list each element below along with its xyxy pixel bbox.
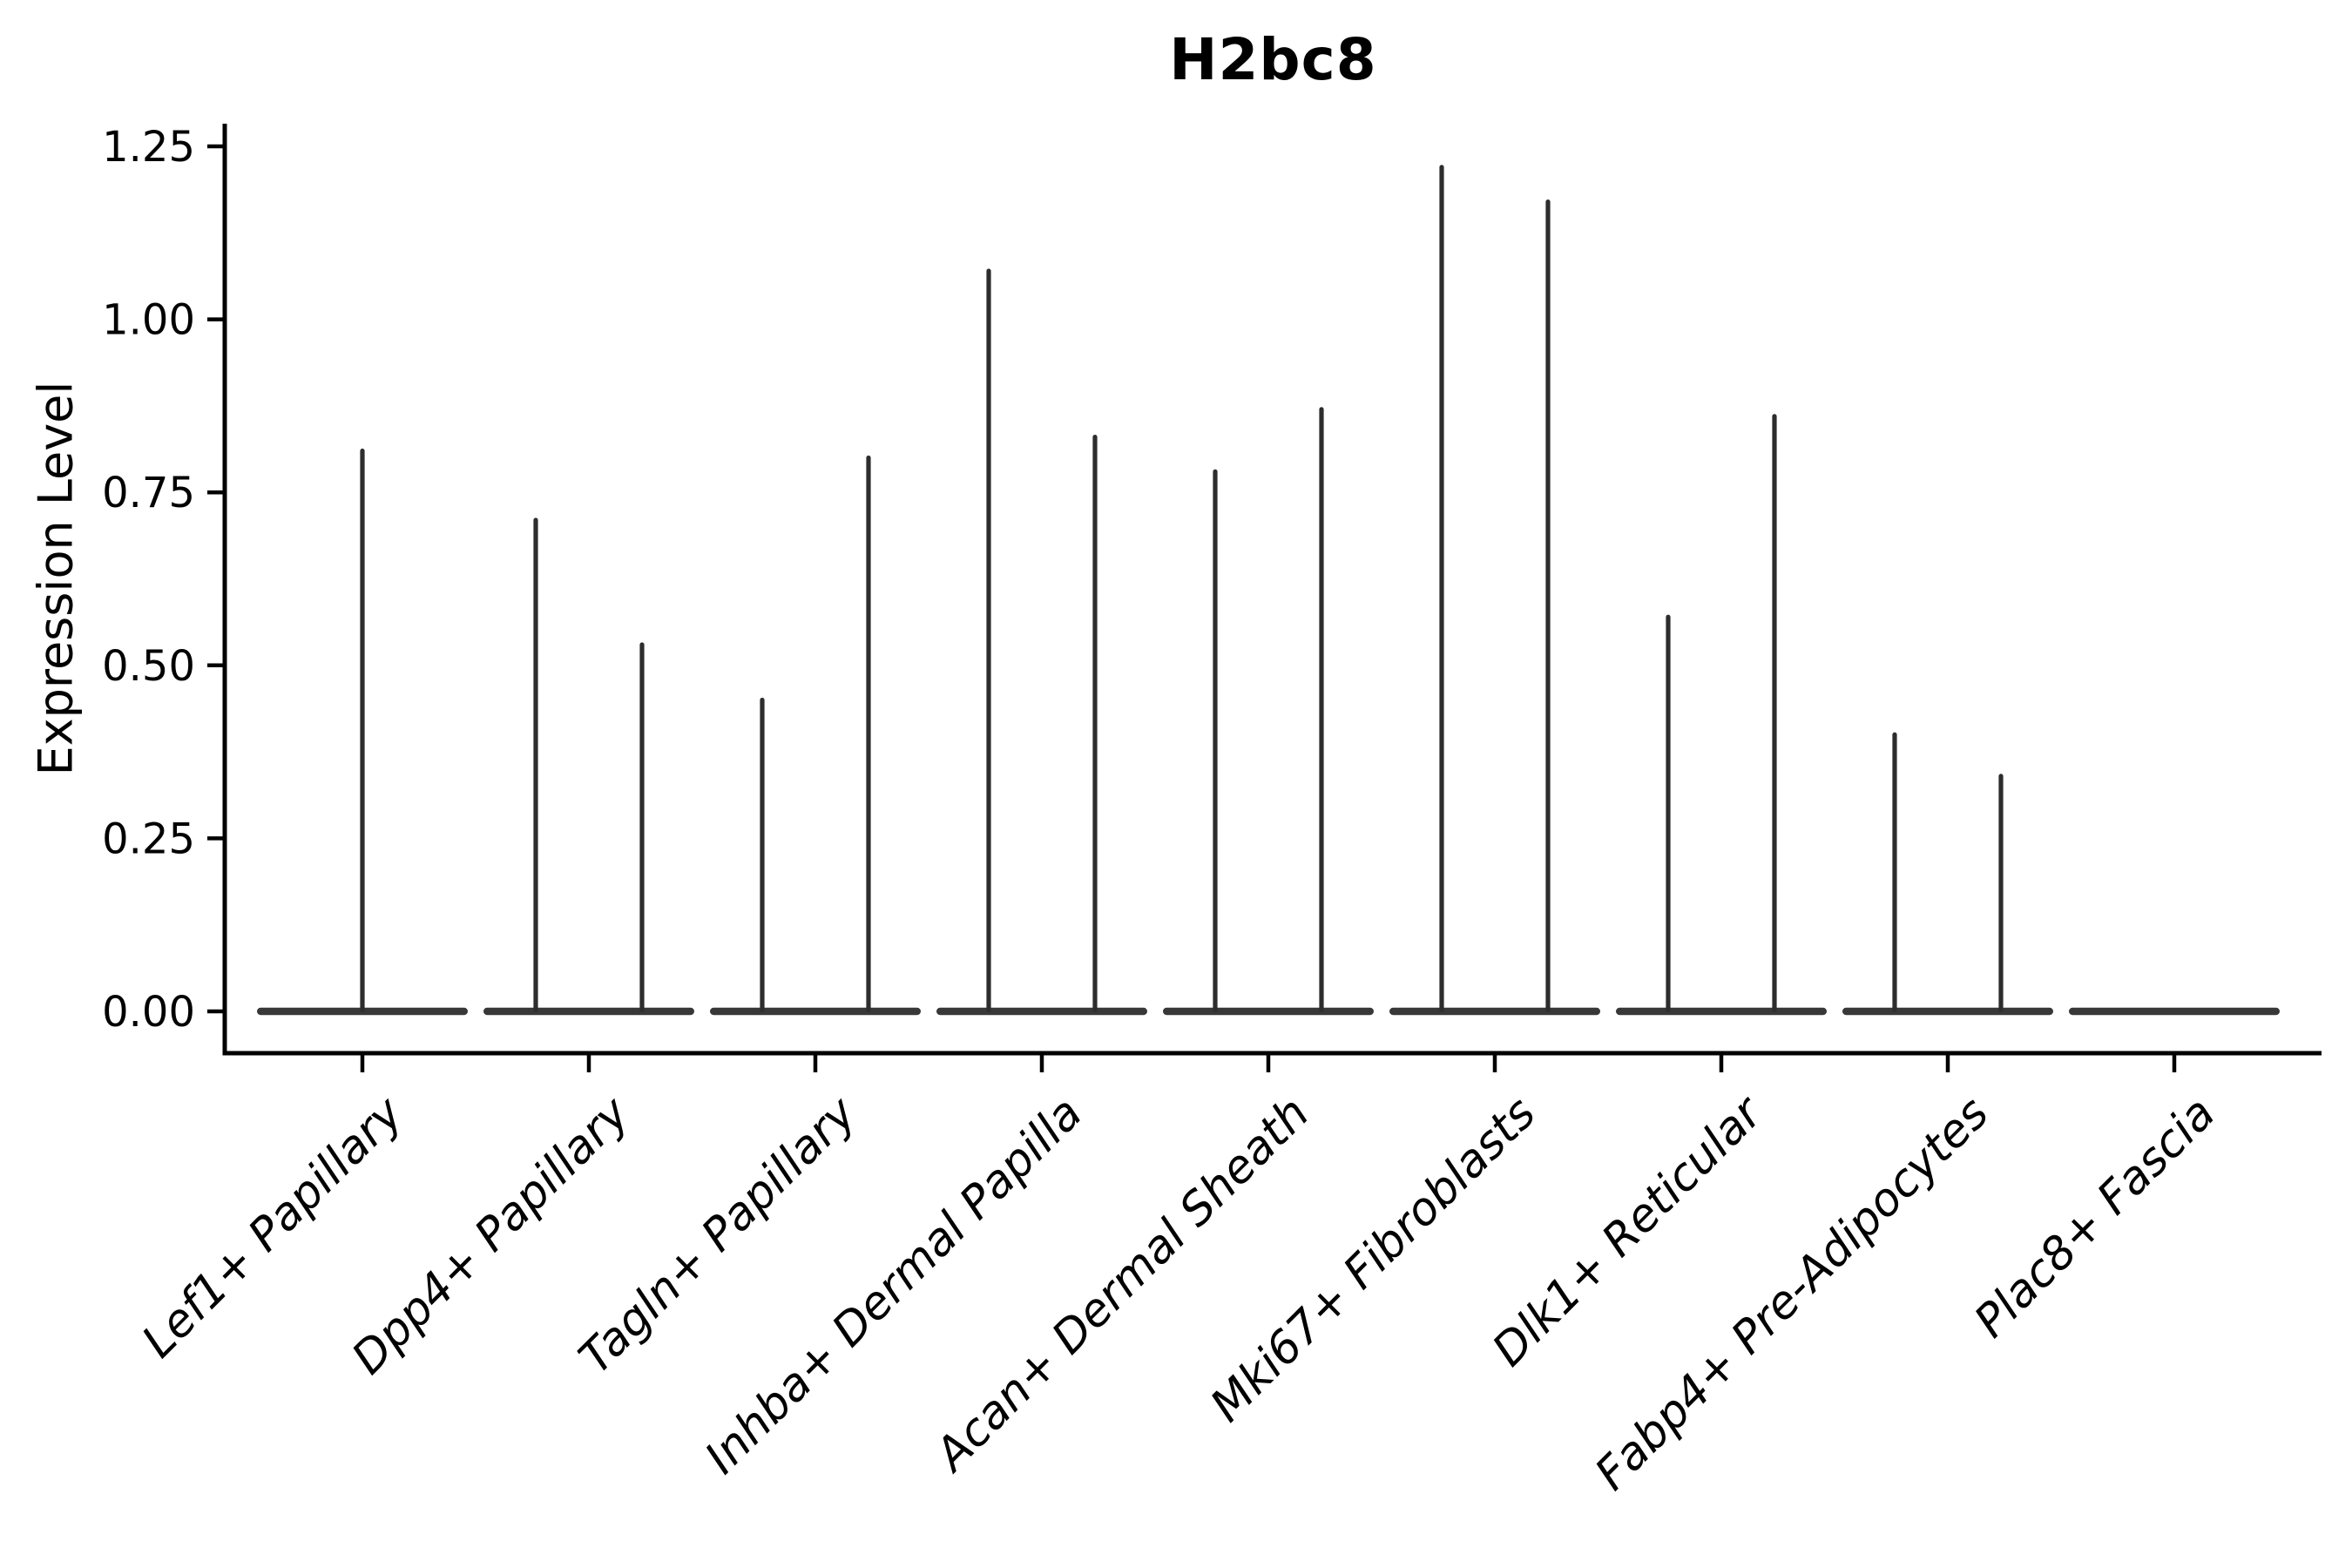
plot-title: H2bc8	[1169, 26, 1377, 93]
y-tick-label: 0.75	[102, 469, 195, 517]
violin-base	[2069, 1007, 2280, 1016]
violin-base	[483, 1007, 694, 1016]
violin-base	[710, 1007, 921, 1016]
violin-base	[936, 1007, 1147, 1016]
violin-base	[1616, 1007, 1827, 1016]
y-tick-label: 0.00	[102, 988, 195, 1037]
violin-base	[1163, 1007, 1374, 1016]
y-tick-label: 1.00	[102, 296, 195, 345]
y-tick-label: 0.25	[102, 814, 195, 863]
violin-base	[1842, 1007, 2053, 1016]
violin-base	[1389, 1007, 1600, 1016]
y-tick-label: 0.50	[102, 642, 195, 691]
y-tick-label: 1.25	[102, 123, 195, 172]
